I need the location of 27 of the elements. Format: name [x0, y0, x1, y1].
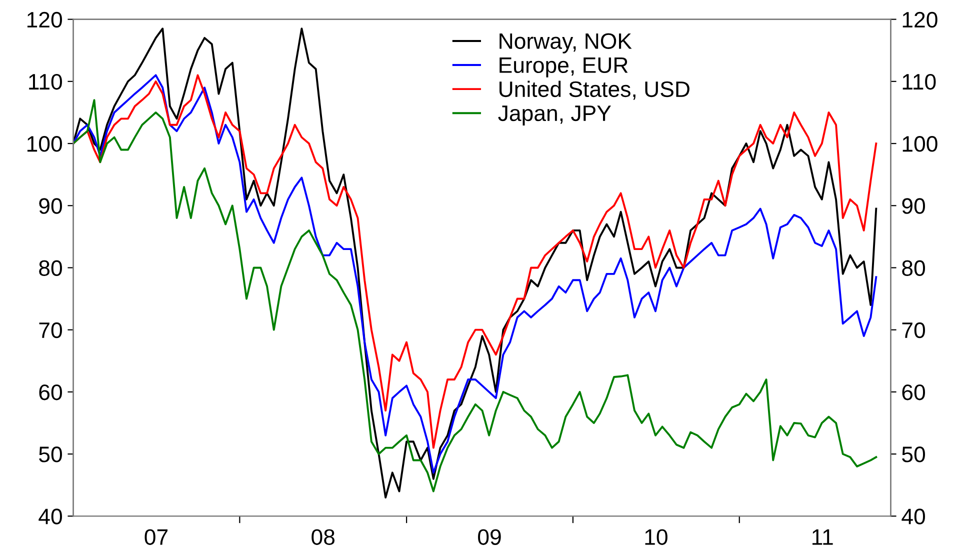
- x-tick-label: 09: [478, 529, 501, 545]
- x-tick-label: 07: [144, 529, 168, 545]
- legend-label: United States, USD: [500, 80, 690, 100]
- y-tick-label: 100: [27, 136, 62, 152]
- y-tick-label: 110: [29, 74, 62, 90]
- y2-tick-label: 80: [902, 260, 925, 276]
- legend-label: Europe, EUR: [500, 58, 628, 78]
- y2-tick-label: 40: [902, 508, 925, 524]
- y2-tick-label: 70: [902, 322, 925, 338]
- y2-tick-label: 100: [902, 136, 938, 152]
- y2-tick-label: 90: [902, 198, 925, 214]
- y-tick-label: 90: [39, 198, 62, 214]
- y-tick-label: 80: [39, 260, 62, 276]
- x-tick-label: 11: [812, 529, 833, 545]
- legend-label: Japan, JPY: [498, 106, 611, 126]
- y-tick-label: 120: [27, 12, 62, 28]
- x-tick-label: 08: [312, 529, 335, 545]
- y-tick-label: 40: [38, 508, 62, 524]
- y2-tick-label: 50: [902, 446, 925, 462]
- y2-tick-label: 120: [902, 12, 938, 28]
- x-tick-label: 10: [645, 529, 668, 545]
- y2-tick-label: 60: [902, 384, 925, 400]
- legend-label: Norway, NOK: [500, 33, 632, 54]
- y-tick-label: 60: [39, 384, 62, 400]
- y-tick-label: 50: [39, 446, 62, 462]
- y2-tick-label: 110: [902, 74, 936, 90]
- y-tick-label: 70: [39, 322, 62, 338]
